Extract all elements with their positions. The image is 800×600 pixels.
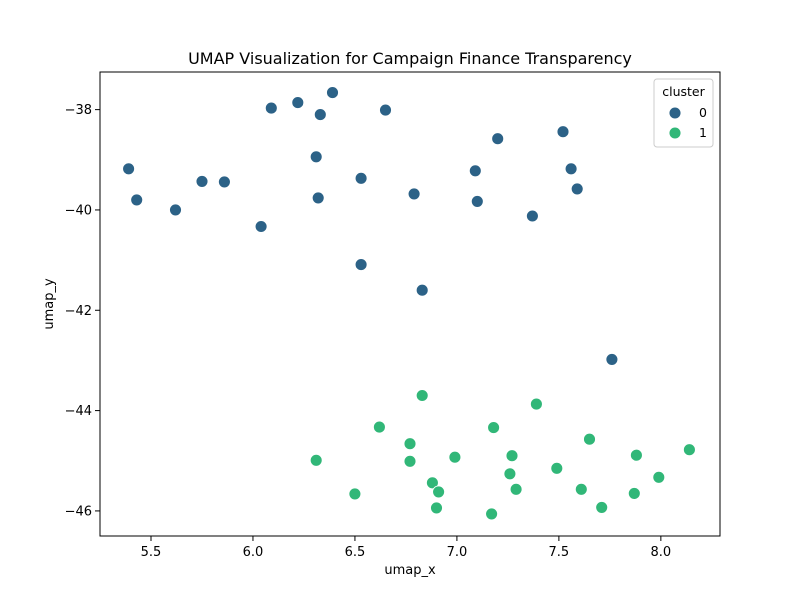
point-cluster-0-9 bbox=[311, 191, 325, 205]
point-cluster-0-24 bbox=[605, 352, 619, 366]
point-cluster-1-19 bbox=[595, 500, 609, 514]
y-axis-label: umap_y bbox=[42, 278, 57, 330]
point-cluster-0-13 bbox=[354, 258, 368, 272]
point-cluster-0-7 bbox=[291, 96, 305, 110]
legend-marker-cluster-0 bbox=[668, 106, 682, 120]
point-cluster-1-11 bbox=[487, 421, 501, 435]
point-cluster-1-7 bbox=[430, 501, 443, 515]
legend-title: cluster bbox=[662, 84, 705, 99]
y-tick-label-0: −38 bbox=[65, 103, 92, 118]
points-layer bbox=[122, 86, 696, 521]
point-cluster-1-8 bbox=[432, 485, 446, 499]
point-cluster-0-0 bbox=[122, 162, 136, 176]
point-cluster-1-5 bbox=[415, 389, 429, 402]
point-cluster-1-2 bbox=[372, 420, 386, 434]
y-tick-label-3: −44 bbox=[65, 404, 92, 419]
point-cluster-0-17 bbox=[468, 164, 482, 178]
point-cluster-1-17 bbox=[574, 482, 588, 496]
point-cluster-0-10 bbox=[313, 108, 327, 122]
y-axis-ticks: −38 −40 −42 −44 −46 bbox=[65, 103, 100, 519]
point-cluster-0-15 bbox=[407, 187, 421, 201]
y-tick-label-2: −42 bbox=[65, 304, 92, 319]
point-cluster-1-4 bbox=[403, 454, 417, 468]
point-cluster-1-9 bbox=[448, 450, 462, 464]
legend-label-cluster-0: 0 bbox=[699, 105, 707, 120]
x-tick-label-0: 5.5 bbox=[141, 545, 162, 560]
point-cluster-1-15 bbox=[529, 397, 543, 411]
point-cluster-0-3 bbox=[195, 174, 209, 188]
point-cluster-0-18 bbox=[470, 194, 484, 208]
point-cluster-0-16 bbox=[415, 283, 429, 297]
point-cluster-1-12 bbox=[503, 467, 517, 481]
point-cluster-1-0 bbox=[309, 453, 323, 467]
plot-frame bbox=[99, 71, 721, 537]
point-cluster-0-14 bbox=[379, 103, 392, 117]
point-cluster-0-11 bbox=[326, 86, 339, 100]
x-tick-label-4: 7.5 bbox=[549, 545, 570, 560]
x-axis-ticks: 5.5 6.0 6.5 7.0 7.5 8.0 bbox=[141, 536, 672, 560]
point-cluster-1-20 bbox=[627, 486, 641, 500]
point-cluster-1-14 bbox=[509, 482, 523, 496]
point-cluster-1-23 bbox=[682, 443, 696, 457]
point-cluster-1-21 bbox=[629, 448, 643, 462]
x-tick-label-5: 8.0 bbox=[651, 545, 672, 560]
chart-title: UMAP Visualization for Campaign Finance … bbox=[188, 49, 632, 68]
legend-marker-cluster-1 bbox=[668, 126, 682, 140]
legend-box bbox=[653, 78, 714, 148]
point-cluster-0-12 bbox=[354, 171, 368, 185]
point-cluster-1-1 bbox=[348, 487, 362, 501]
legend-label-cluster-1: 1 bbox=[699, 125, 707, 140]
point-cluster-1-16 bbox=[550, 461, 564, 475]
x-tick-label-2: 6.5 bbox=[345, 545, 366, 560]
point-cluster-0-19 bbox=[491, 132, 505, 146]
point-cluster-1-3 bbox=[403, 437, 417, 451]
y-tick-label-1: −40 bbox=[65, 203, 92, 218]
point-cluster-1-22 bbox=[652, 470, 666, 484]
legend: cluster 0 1 bbox=[653, 78, 714, 148]
point-cluster-0-8 bbox=[309, 150, 323, 164]
point-cluster-1-6 bbox=[425, 476, 439, 490]
point-cluster-0-1 bbox=[130, 193, 144, 207]
point-cluster-0-21 bbox=[556, 125, 570, 139]
point-cluster-1-13 bbox=[505, 449, 519, 463]
point-cluster-0-5 bbox=[254, 220, 268, 233]
point-cluster-0-22 bbox=[564, 162, 578, 176]
point-cluster-0-23 bbox=[570, 182, 584, 196]
point-cluster-1-10 bbox=[485, 507, 499, 521]
y-tick-label-4: −46 bbox=[65, 504, 92, 519]
point-cluster-1-18 bbox=[583, 432, 596, 446]
point-cluster-0-2 bbox=[169, 203, 182, 217]
point-cluster-0-6 bbox=[264, 101, 278, 115]
x-axis-label: umap_x bbox=[384, 563, 436, 578]
point-cluster-0-4 bbox=[217, 175, 231, 189]
point-cluster-0-20 bbox=[525, 209, 539, 223]
x-tick-label-1: 6.0 bbox=[243, 545, 264, 560]
x-tick-label-3: 7.0 bbox=[447, 545, 468, 560]
